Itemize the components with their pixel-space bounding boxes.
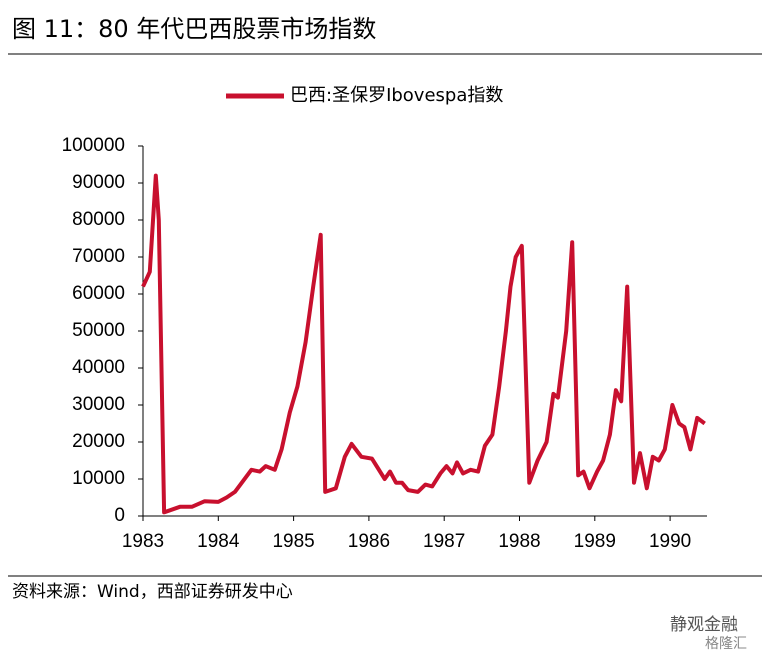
series-line: [141, 173, 706, 515]
source-note: 资料来源：Wind，西部证券研发中心: [12, 582, 293, 602]
y-tick-label: 10000: [72, 468, 125, 489]
y-tick-label: 60000: [72, 283, 125, 304]
watermark: 格隆汇: [705, 636, 747, 652]
y-tick-label: 0: [114, 505, 125, 526]
x-tick-label: 1983: [122, 531, 164, 552]
x-tick-label: 1985: [272, 531, 314, 552]
watermark: 静观金融: [670, 615, 738, 635]
y-tick-label: 80000: [72, 209, 125, 230]
x-tick-label: 1987: [423, 531, 465, 552]
y-tick-label: 70000: [72, 246, 125, 267]
y-tick-label: 90000: [72, 172, 125, 193]
y-tick-label: 40000: [72, 357, 125, 378]
y-tick-label: 100000: [62, 135, 125, 156]
legend-label: 巴西:圣保罗Ibovespa指数: [290, 85, 503, 106]
chart-title: 图 11：80 年代巴西股票市场指数: [12, 15, 376, 43]
x-tick-label: 1990: [649, 531, 691, 552]
x-tick-label: 1989: [574, 531, 616, 552]
y-tick-label: 50000: [72, 320, 125, 341]
x-tick-label: 1986: [348, 531, 390, 552]
y-tick-label: 30000: [72, 394, 125, 415]
x-tick-label: 1984: [197, 531, 240, 552]
y-tick-label: 20000: [72, 431, 125, 452]
x-tick-label: 1988: [498, 531, 540, 552]
